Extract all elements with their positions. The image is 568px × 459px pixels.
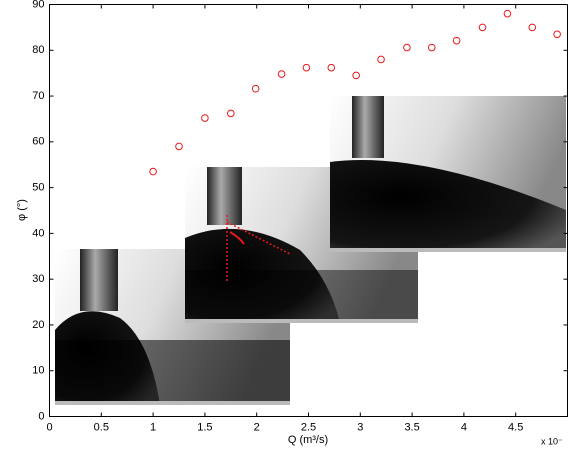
x-tick-label: 0.5 (94, 421, 109, 433)
data-point (251, 84, 260, 93)
data-point (227, 109, 235, 118)
data-point (352, 71, 360, 80)
x-tick-label: 1.5 (197, 421, 212, 433)
y-tick-label: 50 (32, 182, 44, 194)
data-point (503, 9, 512, 18)
data-point (553, 30, 561, 39)
data-point (149, 167, 157, 176)
data-point (377, 55, 385, 64)
data-point (175, 142, 183, 151)
y-tick-label: 60 (32, 136, 44, 148)
x-tick-label: 2.5 (301, 421, 316, 433)
x-axis-label: Q (m³/s) (288, 434, 328, 446)
y-tick-label: 40 (32, 227, 44, 239)
data-point (302, 63, 311, 72)
x-tick-label: 2 (254, 421, 260, 433)
y-tick-label: 90 (32, 0, 44, 10)
inset-photo (330, 96, 566, 252)
y-tick-label: 80 (32, 44, 44, 56)
y-tick-label: 70 (32, 90, 44, 102)
data-point (452, 36, 461, 45)
y-tick-label: 30 (32, 273, 44, 285)
y-tick-label: 10 (32, 365, 44, 377)
x-tick-label: 0 (46, 421, 52, 433)
x-tick-label: 3 (357, 421, 363, 433)
y-tick-label: 20 (32, 319, 44, 331)
data-point (403, 43, 411, 52)
x-tick-label: 4.5 (508, 421, 523, 433)
data-point (327, 63, 336, 72)
data-point (478, 23, 487, 32)
x-tick-label: 3.5 (404, 421, 419, 433)
y-tick-label: 0 (38, 410, 44, 422)
data-point (427, 43, 436, 52)
x-multiplier: x 10⁻ (541, 436, 563, 446)
data-point (528, 23, 537, 32)
x-tick-label: 4 (461, 421, 467, 433)
y-axis-label: φ (°) (16, 199, 28, 221)
data-point (277, 70, 286, 78)
x-tick-label: 1 (150, 421, 156, 433)
data-point (201, 114, 209, 122)
